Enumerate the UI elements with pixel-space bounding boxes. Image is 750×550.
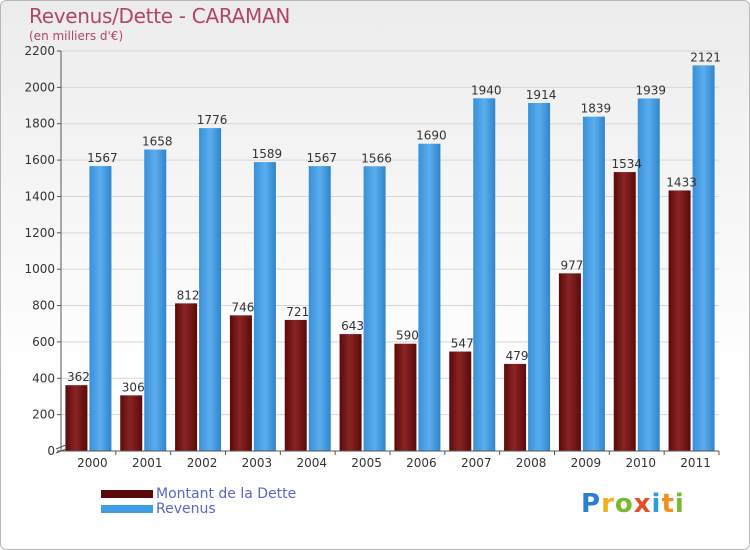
x-tick-label: 2011 [680,456,711,470]
data-label-revenus: 1567 [87,151,118,165]
data-label-revenus: 1839 [581,102,612,116]
bar-dette [229,315,252,451]
bar-dette [449,351,472,451]
y-tick-label: 1200 [24,226,55,240]
data-label-revenus: 1690 [416,129,447,143]
y-tick-label: 400 [32,371,55,385]
data-label-dette: 590 [396,329,419,343]
x-tick-label: 2008 [516,456,547,470]
bar-revenus [199,128,222,451]
data-label-dette: 1433 [666,175,697,189]
bar-dette [613,172,636,451]
legend-swatch-revenus [101,505,153,513]
x-tick-label: 2003 [242,456,273,470]
data-label-revenus: 1566 [361,151,392,165]
data-label-dette: 362 [67,370,90,384]
y-tick-label: 1600 [24,153,55,167]
x-tick-label: 2006 [406,456,437,470]
data-label-revenus: 2121 [690,50,721,64]
axis-break-mark [55,444,67,454]
bar-dette [558,273,581,451]
data-label-dette: 812 [177,288,200,302]
data-label-dette: 643 [341,319,364,333]
y-tick-label: 600 [32,335,55,349]
data-label-dette: 306 [122,380,145,394]
data-label-dette: 977 [560,258,583,272]
bar-dette [120,395,143,451]
chart-title: Revenus/Dette - CARAMAN [29,4,290,28]
bar-revenus [308,166,331,451]
data-label-revenus: 1658 [142,135,173,149]
bar-revenus [253,162,276,451]
y-tick-label: 800 [32,299,55,313]
chart-subtitle: (en milliers d'€) [29,29,124,43]
x-tick-label: 2010 [625,456,656,470]
bar-dette [394,343,417,451]
data-label-revenus: 1939 [635,83,666,97]
bar-dette [175,303,198,451]
data-label-revenus: 1567 [306,151,337,165]
data-label-dette: 479 [506,349,529,363]
bar-revenus [418,143,441,451]
y-tick-label: 2000 [24,80,55,94]
proxiti-logo: Proxiti [581,489,685,519]
bar-revenus [582,116,605,452]
legend-label-dette: Montant de la Dette [156,486,297,502]
x-tick-label: 2000 [77,456,108,470]
y-tick-label: 200 [32,408,55,422]
x-tick-label: 2001 [132,456,163,470]
y-tick-label: 0 [47,444,55,458]
data-label-dette: 547 [451,337,474,351]
y-tick-label: 1800 [24,117,55,131]
bar-dette [339,334,362,451]
x-tick-label: 2002 [187,456,218,470]
data-label-revenus: 1589 [252,147,283,161]
data-label-revenus: 1914 [526,88,557,102]
bar-revenus [473,98,496,451]
data-label-revenus: 1776 [197,113,228,127]
bar-revenus [692,65,715,451]
data-label-dette: 721 [286,305,309,319]
bar-dette [668,190,691,452]
y-tick-label: 2200 [24,44,55,58]
bar-revenus [89,166,112,451]
bar-revenus [528,103,551,451]
bar-dette [504,363,527,451]
data-label-revenus: 1940 [471,83,502,97]
bar-revenus [637,98,660,452]
x-tick-label: 2004 [296,456,327,470]
x-tick-label: 2005 [351,456,382,470]
x-tick-label: 2009 [571,456,602,470]
data-label-dette: 1534 [611,157,642,171]
y-tick-label: 1000 [24,262,55,276]
bar-revenus [363,166,386,452]
bar-dette [284,319,307,451]
x-tick-label: 2007 [461,456,492,470]
bar-revenus [144,149,167,451]
bar-dette [65,385,88,451]
y-tick-label: 1400 [24,189,55,203]
legend-swatch-dette [101,490,153,498]
legend-label-revenus: Revenus [156,501,216,517]
data-label-dette: 746 [231,300,254,314]
